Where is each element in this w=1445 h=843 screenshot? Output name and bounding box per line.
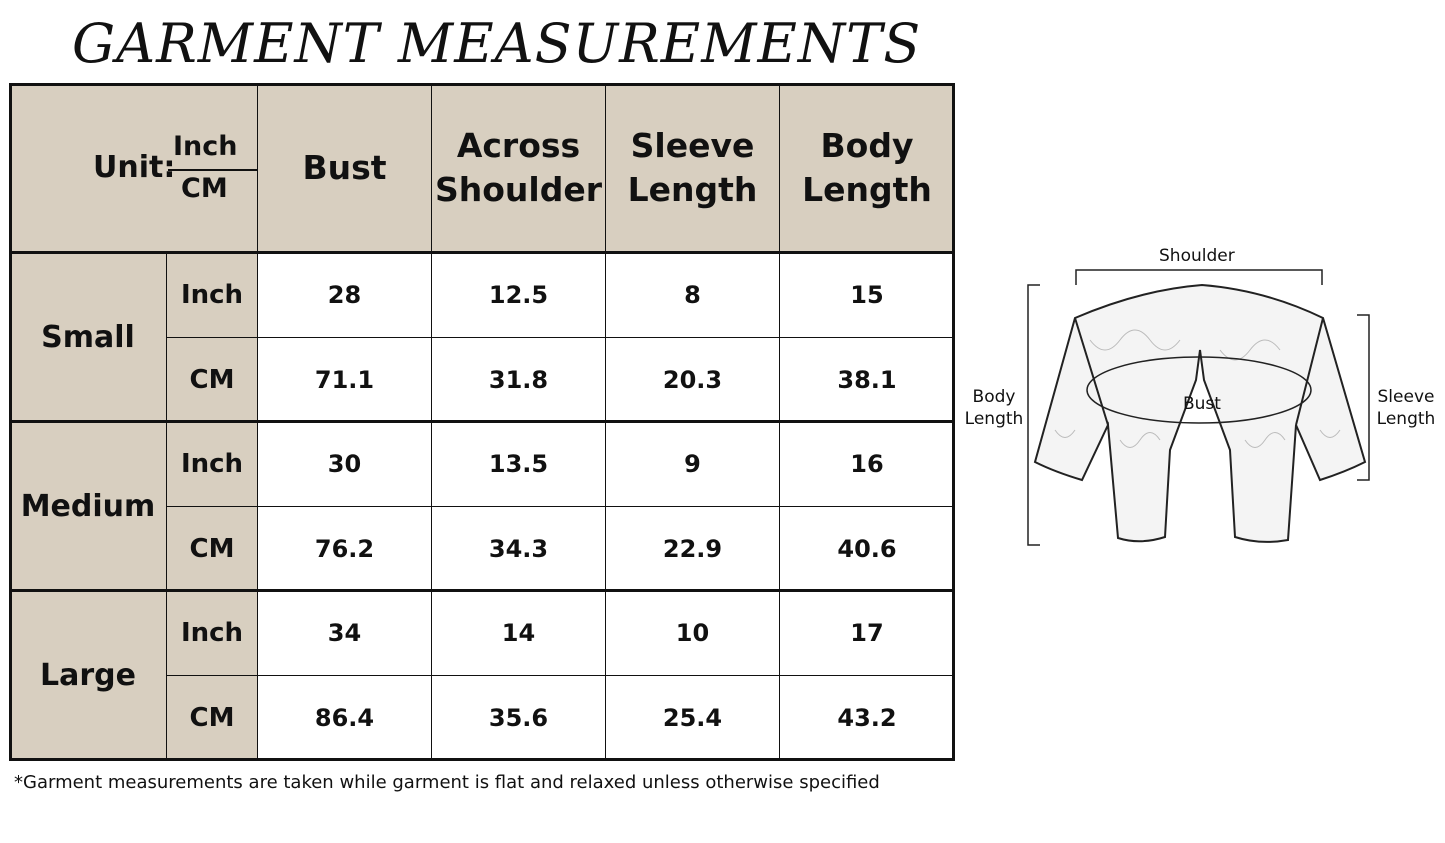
column-header-text: Sleeve Length: [628, 124, 758, 212]
column-header-line: Length: [802, 170, 932, 209]
size-label: Small: [9, 252, 167, 422]
column-header: Sleeve Length: [605, 83, 780, 253]
column-header-text: Bust: [302, 146, 386, 190]
table-cell: 10: [605, 590, 780, 676]
unit-label: CM: [166, 675, 258, 761]
column-header-text: Across Shoulder: [435, 124, 602, 212]
bust-ellipse: [1086, 356, 1312, 424]
sleeve-length-bracket: [1357, 314, 1370, 481]
table-cell: 35.6: [431, 675, 606, 761]
table-cell: 38.1: [779, 337, 955, 422]
table-cell: 30: [257, 421, 432, 507]
table-cell: 25.4: [605, 675, 780, 761]
unit-label: Inch: [166, 252, 258, 338]
unit-label: Unit:: [93, 150, 176, 185]
unit-inch: Inch: [173, 131, 238, 162]
unit-label: CM: [166, 337, 258, 422]
column-header: Bust: [257, 83, 432, 253]
table-cell: 86.4: [257, 675, 432, 761]
column-header-line: Bust: [302, 148, 387, 187]
shoulder-bracket: [1075, 269, 1323, 285]
header-divider: [9, 251, 955, 254]
body-length-label: Body Length: [962, 386, 1026, 430]
column-header-line: Length: [627, 170, 758, 209]
unit-divider: [168, 169, 258, 171]
unit-label: Inch: [166, 421, 258, 507]
unit-label: CM: [166, 506, 258, 591]
unit-cm: CM: [181, 173, 228, 204]
size-label: Large: [9, 590, 167, 761]
size-divider: [9, 589, 955, 592]
table-cell: 17: [779, 590, 955, 676]
table-cell: 8: [605, 252, 780, 338]
body-length-line2: Length: [964, 409, 1024, 429]
sleeve-length-line2: Length: [1376, 409, 1436, 429]
unit-header-cell: Unit: Inch CM: [9, 83, 258, 253]
column-header: Across Shoulder: [431, 83, 606, 253]
column-header-text: Body Length: [802, 124, 932, 212]
table-cell: 9: [605, 421, 780, 507]
bolero-sketch: [1027, 269, 1370, 546]
table-cell: 14: [431, 590, 606, 676]
sleeve-length-line1: Sleeve: [1377, 387, 1435, 407]
bust-label: Bust: [1183, 394, 1221, 414]
table-cell: 12.5: [431, 252, 606, 338]
table-cell: 34.3: [431, 506, 606, 591]
body-length-line1: Body: [972, 387, 1016, 407]
size-divider: [9, 420, 955, 423]
size-label: Medium: [9, 421, 167, 591]
table-cell: 76.2: [257, 506, 432, 591]
table-cell: 71.1: [257, 337, 432, 422]
table-cell: 34: [257, 590, 432, 676]
body-length-bracket: [1027, 284, 1040, 546]
column-header-line: Body: [820, 126, 914, 165]
table-cell: 22.9: [605, 506, 780, 591]
table-cell: 31.8: [431, 337, 606, 422]
column-header-line: Sleeve: [630, 126, 755, 165]
column-header: Body Length: [779, 83, 955, 253]
table-cell: 13.5: [431, 421, 606, 507]
column-header-line: Across: [456, 126, 581, 165]
table-cell: 43.2: [779, 675, 955, 761]
shoulder-label: Shoulder: [1159, 246, 1235, 266]
table-cell: 20.3: [605, 337, 780, 422]
table-cell: 16: [779, 421, 955, 507]
table-cell: 28: [257, 252, 432, 338]
table-cell: 15: [779, 252, 955, 338]
column-header-line: Shoulder: [434, 170, 602, 209]
footnote: *Garment measurements are taken while ga…: [14, 772, 880, 793]
table-cell: 40.6: [779, 506, 955, 591]
unit-label: Inch: [166, 590, 258, 676]
sleeve-length-label: Sleeve Length: [1373, 386, 1439, 430]
page-title: GARMENT MEASUREMENTS: [72, 12, 922, 75]
